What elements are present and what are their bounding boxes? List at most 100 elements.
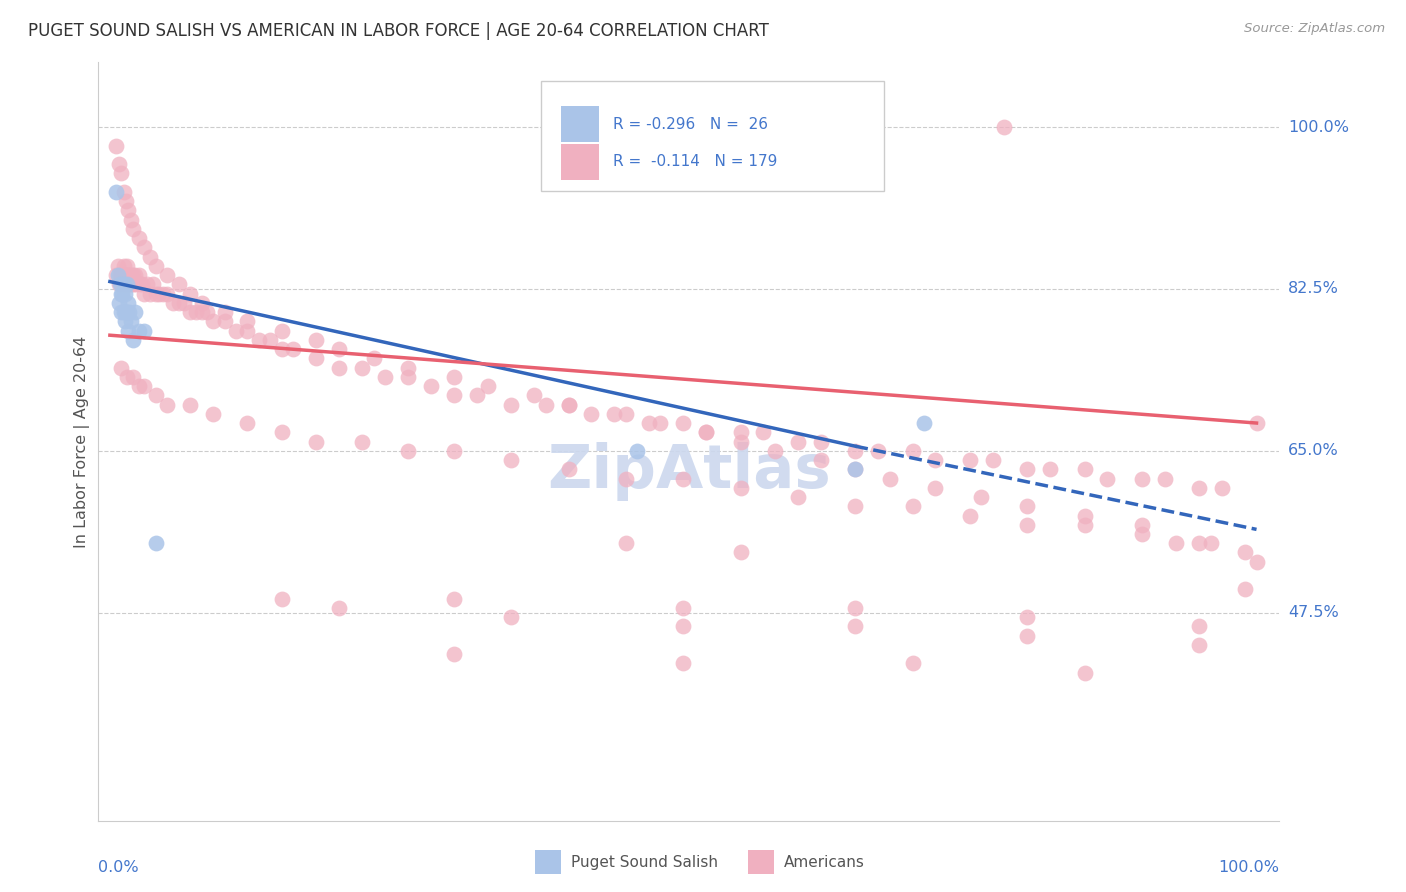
Point [108, 268, 131, 282]
Point [145, 536, 167, 550]
Point [128, 277, 150, 292]
Point [112, 305, 135, 319]
Point [1246, 555, 1268, 569]
Point [626, 443, 648, 458]
Text: 0.0%: 0.0% [98, 860, 139, 874]
Point [1234, 582, 1257, 597]
Point [901, 657, 924, 671]
Point [465, 388, 488, 402]
Point [115, 194, 138, 208]
Point [501, 398, 523, 412]
Text: R = -0.296   N =  26: R = -0.296 N = 26 [613, 117, 768, 132]
Point [156, 268, 179, 282]
Point [730, 481, 752, 495]
Point [179, 398, 201, 412]
Point [107, 268, 129, 282]
Point [523, 388, 546, 402]
Bar [561, 106, 599, 143]
Point [844, 601, 866, 615]
Point [124, 268, 146, 282]
Point [115, 305, 138, 319]
Point [114, 277, 136, 292]
Point [115, 277, 138, 292]
Point [139, 286, 162, 301]
Point [167, 296, 190, 310]
Point [1246, 416, 1268, 430]
Point [614, 407, 637, 421]
Point [128, 268, 150, 282]
Point [1039, 462, 1062, 476]
Point [121, 333, 143, 347]
Text: R =  -0.114   N = 179: R = -0.114 N = 179 [613, 154, 778, 169]
Point [477, 379, 499, 393]
Point [786, 490, 808, 504]
Point [981, 453, 1004, 467]
Point [110, 286, 132, 301]
Point [501, 453, 523, 467]
Point [128, 231, 150, 245]
Point [114, 314, 136, 328]
Point [374, 369, 396, 384]
Point [305, 333, 328, 347]
Point [108, 157, 131, 171]
Point [443, 388, 465, 402]
Point [557, 398, 579, 412]
Point [259, 333, 281, 347]
Point [156, 398, 179, 412]
Point [534, 398, 557, 412]
Point [139, 250, 162, 264]
Point [844, 462, 866, 476]
Point [1073, 517, 1095, 532]
Point [104, 268, 127, 282]
Point [1153, 471, 1175, 485]
Point [167, 277, 190, 292]
Point [108, 277, 131, 292]
Point [614, 471, 637, 485]
Point [901, 443, 924, 458]
Point [443, 591, 465, 606]
Point [1017, 462, 1039, 476]
Point [557, 398, 579, 412]
Text: 65.0%: 65.0% [1288, 443, 1339, 458]
Point [786, 120, 808, 135]
Point [131, 277, 153, 292]
Point [110, 360, 132, 375]
Point [695, 425, 717, 440]
Point [115, 277, 138, 292]
Text: Puget Sound Salish: Puget Sound Salish [571, 855, 718, 870]
Point [614, 536, 637, 550]
Point [142, 277, 165, 292]
Point [283, 342, 305, 356]
Point [557, 120, 579, 135]
Point [115, 369, 138, 384]
Point [868, 443, 890, 458]
Point [104, 138, 127, 153]
Point [1166, 536, 1188, 550]
Point [1188, 481, 1211, 495]
Point [844, 619, 866, 633]
Point [112, 277, 135, 292]
Point [328, 601, 350, 615]
Point [443, 369, 465, 384]
Point [581, 407, 603, 421]
Point [214, 305, 236, 319]
Point [1130, 517, 1153, 532]
Point [1188, 619, 1211, 633]
Point [1017, 517, 1039, 532]
Point [108, 277, 131, 292]
Point [650, 416, 672, 430]
Point [420, 379, 443, 393]
Point [924, 481, 946, 495]
Point [270, 591, 292, 606]
Point [117, 324, 139, 338]
Point [117, 277, 139, 292]
Point [763, 443, 786, 458]
Point [184, 305, 207, 319]
Point [117, 203, 139, 218]
Point [879, 471, 901, 485]
Point [114, 268, 136, 282]
Point [1234, 545, 1257, 559]
Point [363, 351, 385, 366]
Point [810, 453, 832, 467]
Point [121, 369, 143, 384]
